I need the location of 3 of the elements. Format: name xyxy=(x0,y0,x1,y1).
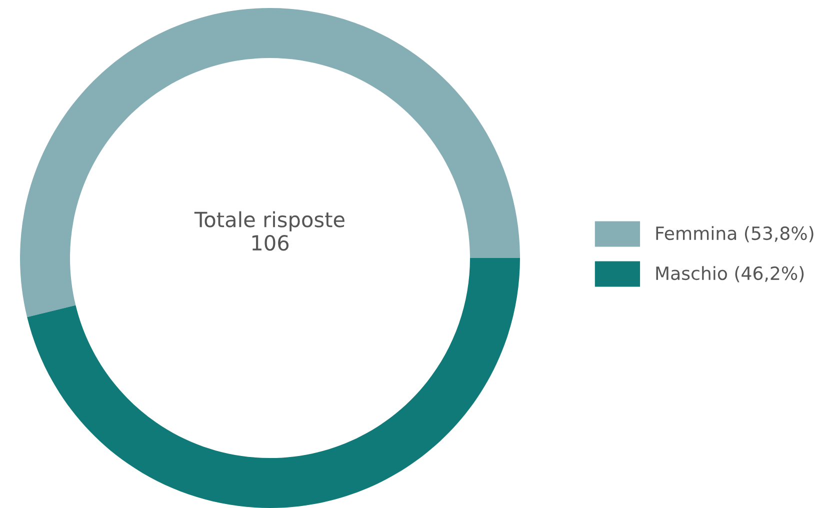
legend-label: Maschio (46,2%) xyxy=(656,266,804,282)
legend-label: Femmina (53,8%) xyxy=(656,226,814,242)
text: Totale risposte 106 xyxy=(194,211,344,251)
